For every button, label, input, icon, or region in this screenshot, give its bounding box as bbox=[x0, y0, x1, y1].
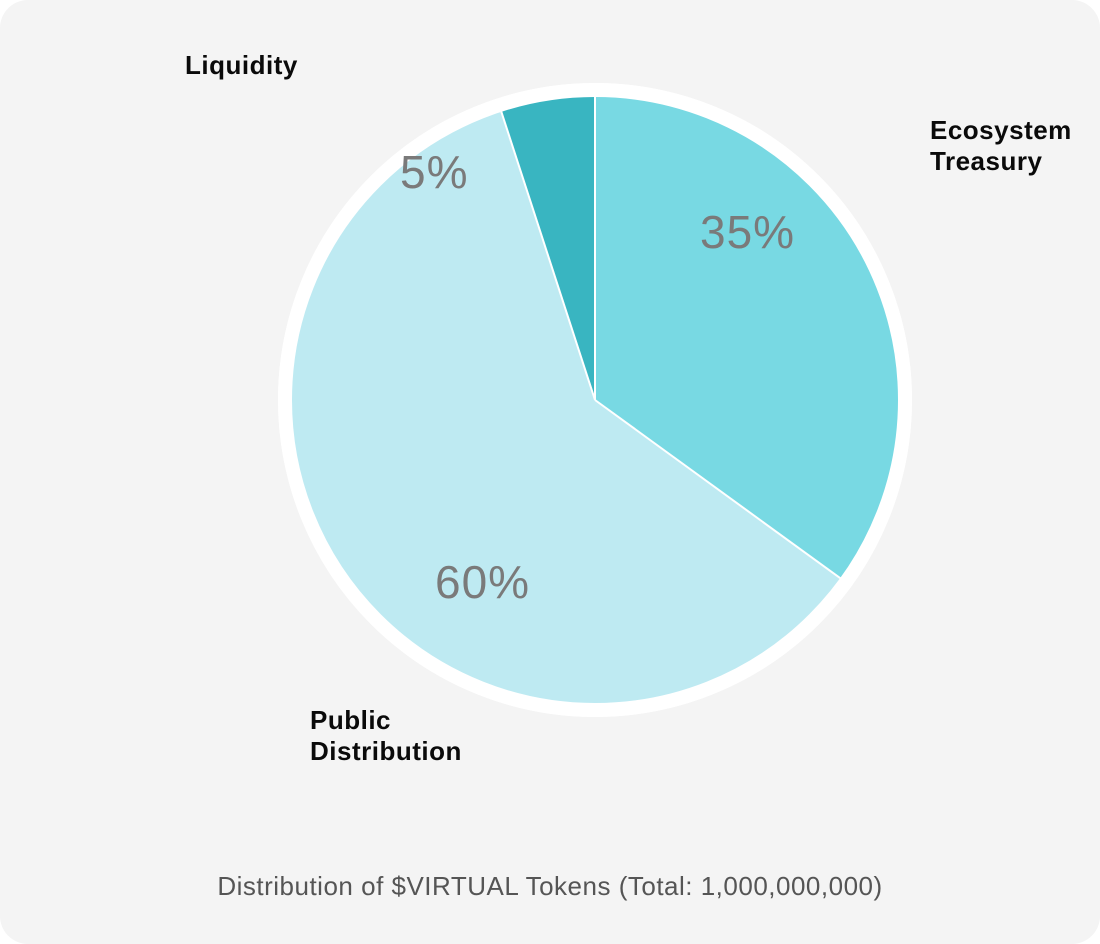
label-liquidity: Liquidity bbox=[185, 50, 298, 81]
label-public-distribution: Public Distribution bbox=[310, 705, 462, 767]
value-ecosystem-treasury: 35% bbox=[700, 205, 795, 259]
label-ecosystem-treasury: Ecosystem Treasury bbox=[930, 115, 1072, 177]
value-public-distribution: 60% bbox=[435, 555, 530, 609]
chart-card: Ecosystem Treasury Public Distribution L… bbox=[0, 0, 1100, 944]
value-liquidity: 5% bbox=[400, 145, 468, 199]
chart-caption: Distribution of $VIRTUAL Tokens (Total: … bbox=[0, 871, 1100, 902]
pie-svg bbox=[275, 80, 915, 720]
pie-chart bbox=[275, 80, 915, 720]
